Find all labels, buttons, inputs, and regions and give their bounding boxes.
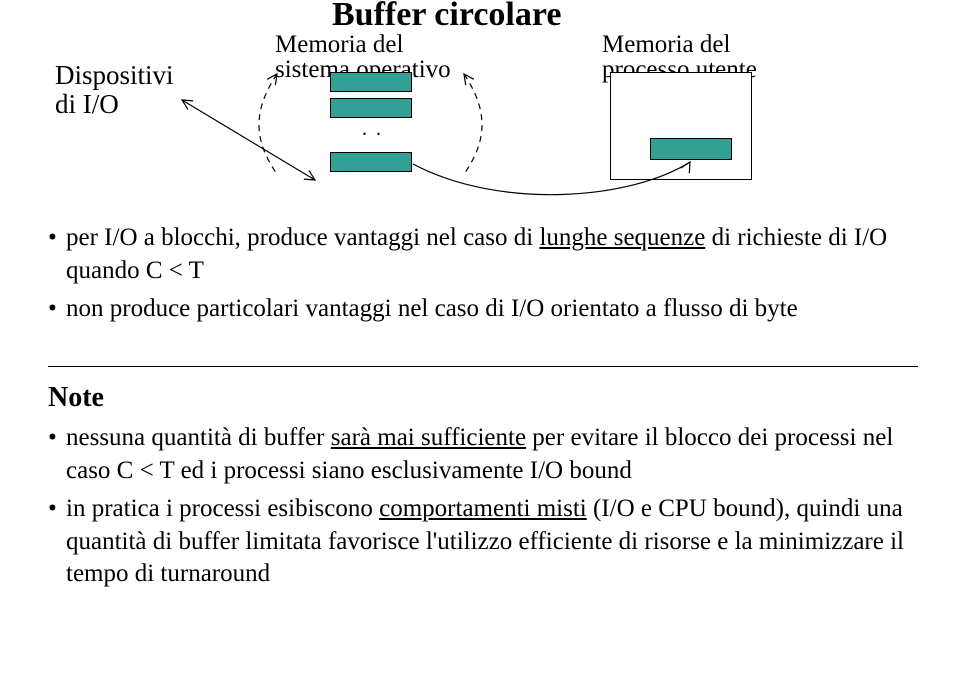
- bullet-item: non produce particolari vantaggi nel cas…: [48, 293, 918, 326]
- note-heading: Note: [48, 382, 104, 414]
- proc-mem-label-1: Memoria del: [602, 31, 730, 59]
- user-buffer-rect: [650, 138, 732, 160]
- bullet-item: in pratica i processi esibiscono comport…: [48, 493, 918, 591]
- os-buffer-rect: [330, 72, 412, 92]
- devices-label-1: Dispositivi: [55, 60, 174, 91]
- os-buffer-rect: [330, 152, 412, 172]
- devices-label-2: di I/O: [55, 89, 119, 120]
- top-bullets: per I/O a blocchi, produce vantaggi nel …: [48, 222, 918, 332]
- separator-line: [48, 366, 918, 367]
- os-buffer-rect: [330, 98, 412, 118]
- bullet-item: nessuna quantità di buffer sarà mai suff…: [48, 422, 918, 487]
- os-mem-label-1: Memoria del: [275, 31, 403, 59]
- bullet-item: per I/O a blocchi, produce vantaggi nel …: [48, 222, 918, 287]
- diagram-canvas: Buffer circolare Memoria del sistema ope…: [0, 0, 960, 688]
- process-box: [610, 72, 752, 180]
- page-title: Buffer circolare: [332, 0, 561, 34]
- bottom-bullets: nessuna quantità di buffer sarà mai suff…: [48, 422, 918, 597]
- ellipsis-dots: . .: [362, 118, 383, 141]
